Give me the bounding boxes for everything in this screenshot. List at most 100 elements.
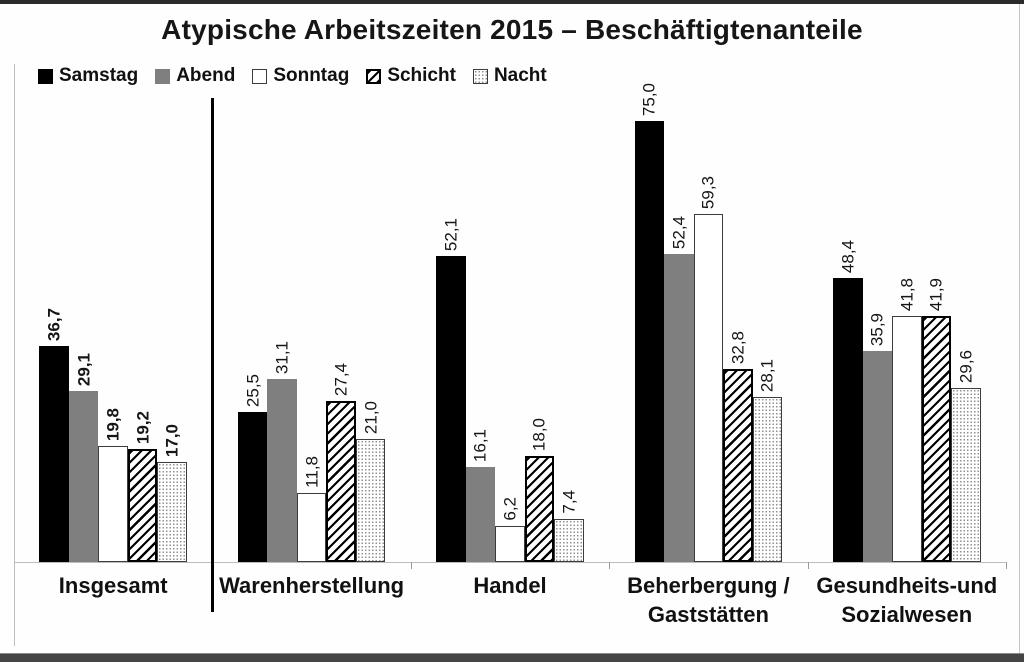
value-label-samstag: 75,0	[639, 83, 659, 117]
value-label-nacht: 7,4	[559, 489, 579, 514]
value-label-schicht: 32,8	[728, 331, 748, 365]
value-label-samstag: 25,5	[243, 374, 263, 408]
legend-item-schicht: Schicht	[366, 65, 456, 87]
value-label-schicht: 41,9	[926, 277, 946, 311]
value-label-abend: 52,4	[669, 216, 689, 250]
bar-slot-schicht: 32,8	[723, 331, 753, 562]
bar-samstag	[634, 121, 665, 562]
bar-abend	[465, 467, 496, 562]
bar-slot-abend: 29,1	[68, 353, 99, 562]
category-label: Gesundheits-und Sozialwesen	[816, 573, 998, 628]
bar-abend	[267, 379, 297, 562]
bar-sonntag	[98, 445, 128, 562]
bar-sonntag	[296, 492, 327, 562]
bar-slot-samstag: 25,5	[237, 374, 268, 562]
bar-slot-samstag: 75,0	[634, 83, 665, 562]
value-label-sonntag: 41,8	[897, 278, 917, 312]
value-label-abend: 35,9	[867, 313, 887, 347]
bar-abend	[664, 254, 694, 562]
bar-slot-sonntag: 59,3	[693, 176, 724, 562]
bar-slot-schicht: 19,2	[127, 411, 158, 562]
bar-abend	[68, 391, 99, 562]
bar-schicht	[723, 369, 753, 562]
bar-slot-schicht: 41,9	[921, 278, 952, 562]
bar-nacht	[752, 396, 783, 562]
samstag-swatch-icon	[38, 68, 53, 84]
axis-tick	[807, 562, 809, 569]
axis-tick	[1006, 562, 1007, 569]
legend-item-sonntag: Sonntag	[252, 65, 349, 87]
value-label-schicht: 27,4	[331, 362, 351, 397]
category-label: Handel	[473, 573, 547, 598]
bar-sonntag	[495, 525, 525, 562]
category-group-beherbergung-: 75,0 52,4 59,3 32,8 28,1 Beherbergung / Gastst…	[609, 83, 807, 646]
legend: Samstag Abend Sonntag Schicht Nacht	[38, 65, 547, 87]
legend-label: Nacht	[493, 65, 547, 86]
bar-slot-sonntag: 11,8	[296, 456, 327, 562]
bar-slot-schicht: 18,0	[524, 418, 555, 562]
bar-group: 48,4 35,9 41,8 41,9 29,6	[808, 92, 1006, 562]
category-group-gesundheits-und: 48,4 35,9 41,8 41,9 29,6 Gesundheits-und Sozia…	[808, 92, 1006, 646]
bar-sonntag	[693, 213, 724, 562]
value-label-samstag: 48,4	[838, 239, 858, 273]
value-label-abend: 16,1	[470, 429, 490, 463]
value-label-sonntag: 6,2	[500, 496, 520, 521]
value-label-schicht: 18,0	[529, 418, 549, 452]
value-label-sonntag: 59,3	[698, 175, 718, 209]
bar-samstag	[39, 346, 69, 562]
bar-samstag	[436, 255, 466, 562]
legend-item-nacht: Nacht	[472, 65, 547, 87]
bar-group: 25,5 31,1 11,8 27,4 21,0	[212, 92, 410, 562]
plot-area: 36,7 29,1 19,8 19,2 17,0 Insgesamt 25,5 31,1 11,…	[14, 83, 1007, 646]
schicht-swatch-icon	[366, 68, 382, 84]
bar-samstag	[833, 277, 863, 562]
bar-schicht	[524, 456, 555, 562]
bar-slot-sonntag: 6,2	[495, 497, 525, 562]
axis-tick	[410, 562, 412, 569]
bar-slot-sonntag: 19,8	[98, 408, 128, 562]
bar-slot-abend: 31,1	[267, 341, 297, 562]
left-axis-line	[14, 64, 15, 646]
bar-slot-nacht: 17,0	[157, 424, 187, 562]
bottom-edge	[0, 653, 1024, 662]
bar-group: 52,1 16,1 6,2 18,0 7,4	[411, 92, 609, 562]
bar-slot-nacht: 7,4	[554, 490, 584, 562]
x-axis-line	[14, 562, 1006, 563]
bar-schicht	[326, 401, 356, 562]
category-group-handel: 52,1 16,1 6,2 18,0 7,4 Handel	[411, 92, 609, 646]
legend-item-samstag: Samstag	[38, 65, 138, 87]
abend-swatch-icon	[155, 68, 171, 84]
legend-label: Schicht	[387, 65, 456, 86]
value-label-nacht: 17,0	[162, 424, 182, 458]
bar-abend	[862, 351, 893, 562]
bar-nacht	[355, 438, 386, 562]
bar-slot-nacht: 21,0	[355, 401, 386, 562]
nacht-swatch-icon	[472, 68, 488, 84]
bar-group: 36,7 29,1 19,8 19,2 17,0	[14, 92, 212, 562]
bar-slot-abend: 35,9	[862, 313, 893, 562]
axis-tick	[609, 562, 611, 569]
bar-slot-samstag: 36,7	[39, 308, 69, 562]
bar-nacht	[951, 388, 981, 562]
bar-slot-nacht: 29,6	[951, 350, 981, 562]
value-label-abend: 31,1	[272, 341, 292, 375]
category-group-insgesamt: 36,7 29,1 19,8 19,2 17,0 Insgesamt	[14, 92, 212, 646]
bar-group: 75,0 52,4 59,3 32,8 28,1	[609, 83, 807, 562]
legend-label: Abend	[176, 65, 236, 86]
bar-slot-nacht: 28,1	[752, 359, 783, 562]
bar-samstag	[237, 412, 268, 562]
value-label-sonntag: 19,8	[103, 407, 123, 441]
value-label-sonntag: 11,8	[302, 455, 322, 488]
category-label: Insgesamt	[58, 573, 168, 598]
value-label-schicht: 19,2	[133, 411, 153, 445]
value-label-samstag: 52,1	[441, 217, 461, 251]
value-label-nacht: 28,1	[757, 358, 777, 392]
bar-nacht	[157, 462, 187, 562]
value-label-abend: 29,1	[74, 352, 94, 387]
legend-item-abend: Abend	[155, 65, 235, 87]
chart-title: Atypische Arbeitszeiten 2015 – Beschäfti…	[161, 14, 863, 45]
category-label: Beherbergung / Gaststätten	[627, 573, 790, 628]
legend-label: Sonntag	[273, 65, 350, 86]
right-edge	[1019, 4, 1020, 653]
